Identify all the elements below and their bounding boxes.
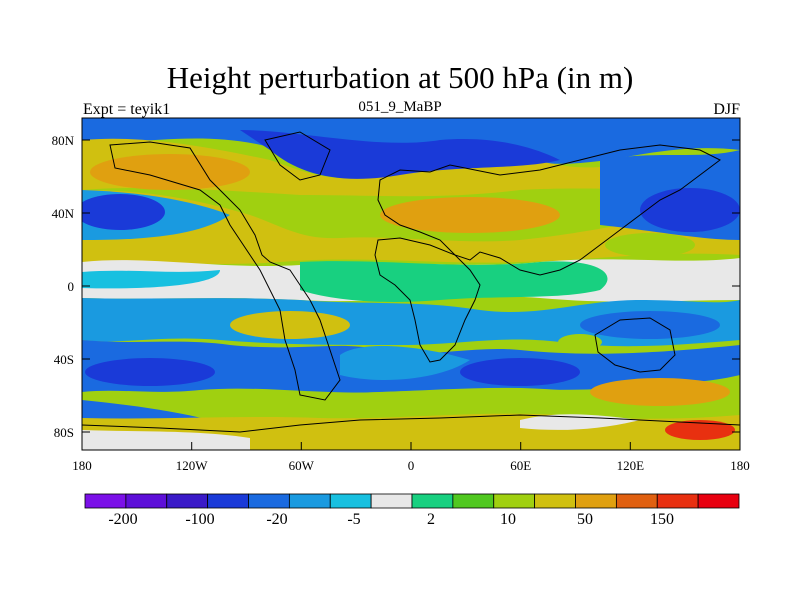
x-tick-label: 180 xyxy=(72,458,92,473)
contour-field xyxy=(82,118,740,450)
midlat-high xyxy=(82,190,740,264)
colorbar-swatch xyxy=(615,493,658,509)
y-tick-label: 40S xyxy=(54,352,74,367)
y-tick-label: 40N xyxy=(52,206,75,221)
y-tick-marks xyxy=(82,139,740,433)
colorbar-swatch xyxy=(125,493,168,509)
experiment-label: Expt = teyik1 xyxy=(83,101,171,118)
x-tick-label: 60E xyxy=(510,458,531,473)
south-core-2 xyxy=(460,358,580,386)
coastlines xyxy=(82,131,740,433)
colorbar-label: 10 xyxy=(500,511,516,528)
eurasia-coast xyxy=(377,144,721,276)
colorbar-swatch xyxy=(166,493,209,509)
season-label: DJF xyxy=(713,101,740,118)
antarctic-neutral xyxy=(82,430,250,450)
x-axis-labels: 180 120W 60W 0 60E 120E 180 xyxy=(72,458,750,473)
colorbar-swatch xyxy=(329,493,372,509)
north-high xyxy=(82,138,740,197)
y-tick-label: 80S xyxy=(54,425,74,440)
colorbar-label: 50 xyxy=(577,511,593,528)
colorbar-swatch xyxy=(248,493,290,509)
y-tick-label: 80N xyxy=(52,133,75,148)
americas-coast xyxy=(109,141,341,401)
arctic-band xyxy=(82,118,740,164)
atlantic-core xyxy=(82,194,165,230)
colorbar-label: 2 xyxy=(427,511,435,528)
run-label: 051_9_MaBP xyxy=(358,99,442,115)
x-tick-label: 180 xyxy=(730,458,750,473)
antarctica-coast xyxy=(82,414,740,433)
colorbar-swatch xyxy=(575,493,617,509)
north-core-2 xyxy=(380,197,560,233)
colorbar-swatch xyxy=(411,493,454,509)
x-tick-label: 120W xyxy=(176,458,209,473)
tropics-positive xyxy=(300,261,608,302)
x-tick-marks xyxy=(81,442,741,450)
colorbar-swatch xyxy=(370,493,413,509)
sub-low-2 xyxy=(580,311,720,339)
australia-coast xyxy=(594,317,676,373)
africa-coast xyxy=(374,237,481,363)
colorbar-label: 150 xyxy=(650,511,674,528)
colorbar-label: -5 xyxy=(347,511,360,528)
colorbar xyxy=(84,493,740,509)
colorbar-swatch xyxy=(452,493,495,509)
x-tick-label: 0 xyxy=(408,458,415,473)
colorbar-label: -100 xyxy=(185,511,214,528)
greenland-coast xyxy=(264,131,331,181)
southern-high xyxy=(82,375,740,419)
y-axis-labels: 80N 40N 0 40S 80S xyxy=(52,133,75,440)
pacific-core xyxy=(640,188,740,232)
north-core-1 xyxy=(90,154,250,190)
y-tick-label: 0 xyxy=(68,279,75,294)
colorbar-labels: -200 -100 -20 -5 2 10 50 150 xyxy=(108,511,674,528)
colorbar-swatch xyxy=(697,493,740,509)
south-core-3 xyxy=(340,345,470,380)
pacific-high xyxy=(605,233,695,257)
colorbar-label: -200 xyxy=(108,511,137,528)
antarctic-peak xyxy=(665,420,735,440)
south-core-1 xyxy=(85,358,215,386)
x-tick-label: 60W xyxy=(289,458,315,473)
colorbar-swatch xyxy=(534,493,576,509)
plot-title: Height perturbation at 500 hPa (in m) xyxy=(166,60,634,95)
tropics-negative xyxy=(82,270,220,289)
colorbar-swatch xyxy=(288,493,331,509)
sub-high-1 xyxy=(230,311,350,339)
colorbar-swatch xyxy=(84,493,127,509)
arctic-core xyxy=(240,130,560,179)
colorbar-swatch xyxy=(656,493,699,509)
colorbar-swatch xyxy=(493,493,536,509)
x-tick-label: 120E xyxy=(617,458,645,473)
south-high-core xyxy=(590,378,730,406)
small-high xyxy=(558,334,602,350)
colorbar-label: -20 xyxy=(266,511,287,528)
colorbar-swatch xyxy=(207,493,249,509)
